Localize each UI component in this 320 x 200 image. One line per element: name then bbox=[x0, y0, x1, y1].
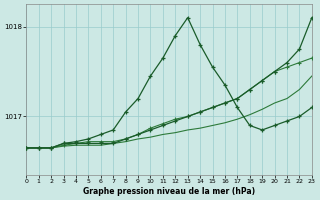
X-axis label: Graphe pression niveau de la mer (hPa): Graphe pression niveau de la mer (hPa) bbox=[83, 187, 255, 196]
